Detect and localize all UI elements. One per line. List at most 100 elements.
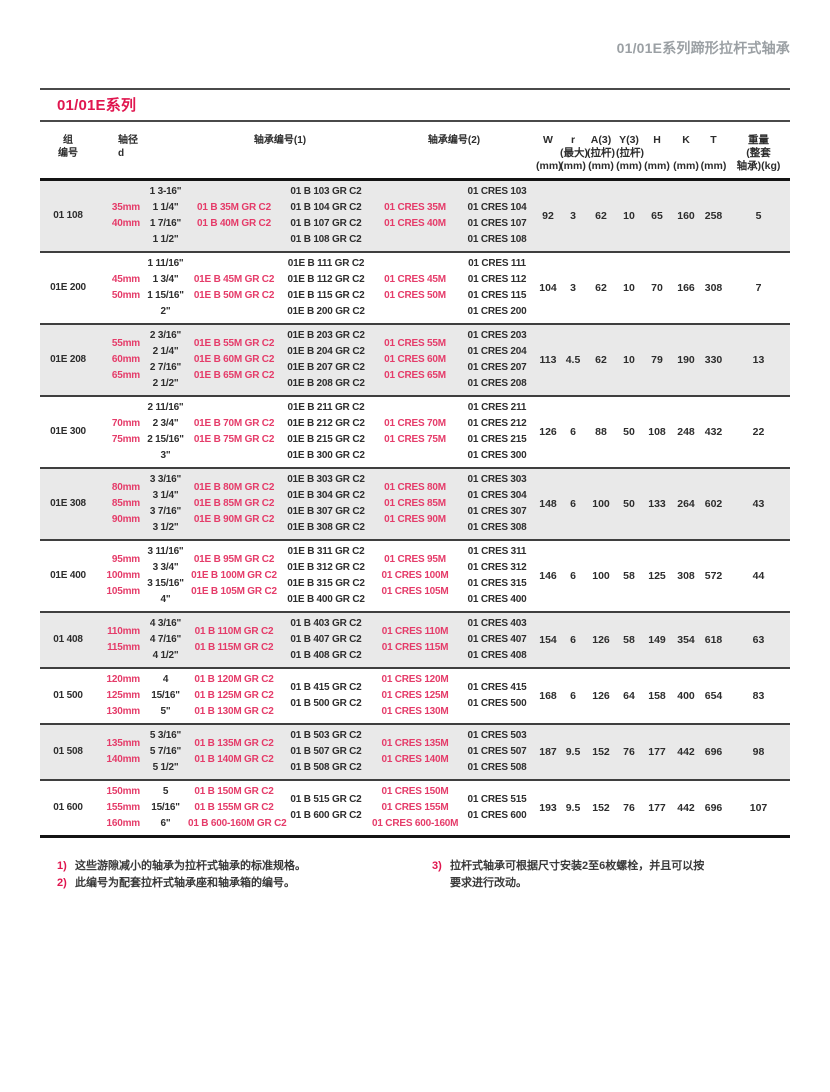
dim-r-cell: 4.5 bbox=[560, 352, 586, 368]
bearing1-imperial-cell-line: 01E B 300 GR C2 bbox=[287, 450, 365, 461]
diameter-inch-cell-line: 3 7/16" bbox=[149, 506, 182, 517]
dim-y-cell-line: 58 bbox=[623, 570, 635, 582]
header-dim-line: 重量 bbox=[748, 134, 769, 146]
table-row: 01 508 135mm 140mm 5 3/16" 5 7/16" 5 1/2" 01 B… bbox=[40, 725, 790, 781]
header-group-line: 组 bbox=[63, 135, 73, 146]
dim-r-cell-line: 6 bbox=[570, 426, 576, 438]
dim-t-cell-line: 308 bbox=[704, 282, 723, 294]
bearing2-imperial-cell: 01 CRES 211 01 CRES 212 01 CRES 215 01 CRES… bbox=[458, 400, 536, 464]
header-group-number: 组 编号 bbox=[40, 134, 96, 160]
section-header-bar: 01/01E系列 bbox=[40, 88, 790, 122]
bearing2-imperial-cell: 01 CRES 515 01 CRES 600 bbox=[458, 792, 536, 824]
bearing1-metric-cell-line: 01E B 85M GR C2 bbox=[193, 498, 275, 509]
weight-cell: 63 bbox=[727, 632, 790, 648]
bearing2-imperial-cell-line: 01 CRES 312 bbox=[467, 562, 527, 573]
weight-cell-line: 98 bbox=[752, 746, 765, 758]
group-id-cell-line: 01 500 bbox=[53, 690, 83, 701]
weight-cell-line: 43 bbox=[752, 498, 765, 510]
group-id-cell-line: 01E 400 bbox=[50, 570, 86, 581]
dim-r-cell-line: 9.5 bbox=[565, 746, 581, 758]
dim-h-cell-line: 79 bbox=[651, 354, 663, 366]
dim-w-cell: 146 bbox=[536, 568, 560, 584]
group-id-cell: 01 500 bbox=[40, 688, 96, 704]
dim-k-cell-line: 160 bbox=[677, 210, 695, 222]
diameter-mm-cell: 150mm 155mm 160mm bbox=[96, 784, 143, 832]
bearing2-metric-cell-line: 01 CRES 65M bbox=[384, 370, 446, 381]
bearing2-metric-cell-line: 01 CRES 45M bbox=[384, 274, 446, 285]
bearing1-imperial-cell-line: 01 B 600 GR C2 bbox=[290, 810, 362, 821]
header-dim-line: (mm) bbox=[616, 160, 642, 172]
bearing2-metric-cell-line: 01 CRES 75M bbox=[384, 434, 446, 445]
group-id-cell-line: 01E 300 bbox=[50, 426, 86, 437]
group-id-cell: 01 508 bbox=[40, 744, 96, 760]
header-dim-r: r (最大) (mm) bbox=[560, 134, 588, 173]
diameter-inch-cell: 1 11/16" 1 3/4" 1 15/16" 2" bbox=[143, 256, 188, 320]
dim-y-cell: 58 bbox=[616, 568, 642, 584]
group-id-cell: 01 408 bbox=[40, 632, 96, 648]
bearing2-imperial-cell-line: 01 CRES 204 bbox=[467, 346, 527, 357]
diameter-mm-cell: 35mm 40mm bbox=[96, 200, 143, 232]
bearing1-imperial-cell: 01E B 311 GR C2 01E B 312 GR C2 01E B 315 … bbox=[280, 544, 372, 608]
footnote-2-number: 2) bbox=[57, 877, 67, 889]
dim-a-cell: 62 bbox=[586, 280, 616, 296]
group-id-cell-line: 01E 308 bbox=[50, 498, 86, 509]
diameter-inch-cell-line: 3 11/16" bbox=[147, 546, 184, 557]
header-dim-line: r bbox=[570, 134, 576, 146]
bearing2-imperial-cell-line: 01 CRES 315 bbox=[467, 578, 527, 589]
bearing1-imperial-cell: 01 B 415 GR C2 01 B 500 GR C2 bbox=[280, 680, 372, 712]
weight-cell: 43 bbox=[727, 496, 790, 512]
diameter-mm-cell-line: 155mm bbox=[106, 802, 141, 813]
header-dim-W: W (mm) bbox=[536, 134, 562, 173]
dim-a-cell: 126 bbox=[586, 688, 616, 704]
bearing1-imperial-cell-line: 01E B 207 GR C2 bbox=[287, 362, 365, 373]
dim-y-cell: 64 bbox=[616, 688, 642, 704]
header-dim-line: T bbox=[710, 134, 717, 146]
bearing2-imperial-cell-line: 01 CRES 508 bbox=[467, 762, 527, 773]
bearing2-metric-cell-line: 01 CRES 95M bbox=[384, 554, 446, 565]
bearing2-imperial-cell-line: 01 CRES 407 bbox=[467, 634, 527, 645]
diameter-inch-cell-line: 4" bbox=[160, 594, 171, 605]
bearing1-imperial-cell-line: 01E B 208 GR C2 bbox=[287, 378, 365, 389]
dim-k-cell: 308 bbox=[672, 568, 700, 584]
dim-t-cell: 308 bbox=[700, 280, 727, 296]
dim-r-cell-line: 3 bbox=[570, 282, 576, 294]
bearing1-imperial-cell-line: 01 B 408 GR C2 bbox=[290, 650, 362, 661]
dim-h-cell-line: 70 bbox=[651, 282, 663, 294]
bearing1-metric-cell-line: 01 B 150M GR C2 bbox=[194, 786, 274, 797]
dim-a-cell: 62 bbox=[586, 208, 616, 224]
bearing1-metric-cell: 01 B 150M GR C2 01 B 155M GR C2 01 B 600-1… bbox=[188, 784, 287, 832]
bearing2-imperial-cell-line: 01 CRES 303 bbox=[467, 474, 527, 485]
dim-y-cell-line: 10 bbox=[623, 282, 635, 294]
diameter-inch-cell-line: 2 7/16" bbox=[149, 362, 182, 373]
bearing1-metric-cell-line: 01E B 45M GR C2 bbox=[193, 274, 275, 285]
weight-cell: 13 bbox=[727, 352, 790, 368]
dim-t-cell-line: 330 bbox=[704, 354, 723, 366]
bearing2-metric-cell-line: 01 CRES 35M bbox=[384, 202, 446, 213]
dim-w-cell-line: 126 bbox=[539, 426, 557, 438]
group-id-cell-line: 01 508 bbox=[53, 746, 83, 757]
footnotes: 1) 这些游隙减小的轴承为拉杆式轴承的标准规格。 2) 此编号为配套拉杆式轴承座… bbox=[57, 858, 790, 892]
header-dim-line bbox=[642, 147, 672, 160]
diameter-inch-cell-line: 1 15/16" bbox=[147, 290, 184, 301]
bearing1-imperial-cell-line: 01E B 311 GR C2 bbox=[287, 546, 365, 557]
dim-k-cell: 190 bbox=[672, 352, 700, 368]
dim-k-cell-line: 354 bbox=[677, 634, 695, 646]
header-dim-line: A(3) bbox=[590, 134, 612, 146]
bearing1-metric-cell: 01E B 55M GR C2 01E B 60M GR C2 01E B 65M … bbox=[188, 336, 280, 384]
dim-r-cell: 6 bbox=[560, 424, 586, 440]
dim-k-cell: 166 bbox=[672, 280, 700, 296]
dim-t-cell-line: 432 bbox=[704, 426, 723, 438]
dim-w-cell-line: 92 bbox=[542, 210, 554, 222]
dim-r-cell: 3 bbox=[560, 280, 586, 296]
section-title: 01/01E系列 bbox=[57, 97, 137, 114]
dim-k-cell-line: 442 bbox=[677, 746, 695, 758]
table-row: 01 408 110mm 115mm 4 3/16" 4 7/16" 4 1/2" 01 B… bbox=[40, 613, 790, 669]
bearing2-metric-cell: 01 CRES 35M 01 CRES 40M bbox=[372, 200, 458, 232]
dim-w-cell: 92 bbox=[536, 208, 560, 224]
bearing2-metric-cell: 01 CRES 45M 01 CRES 50M bbox=[372, 272, 458, 304]
dim-k-cell: 248 bbox=[672, 424, 700, 440]
dim-a-cell: 100 bbox=[586, 568, 616, 584]
bearing2-metric-cell-line: 01 CRES 140M bbox=[381, 754, 449, 765]
dim-t-cell-line: 654 bbox=[704, 690, 723, 702]
diameter-inch-cell-line: 2 3/4" bbox=[152, 418, 179, 429]
